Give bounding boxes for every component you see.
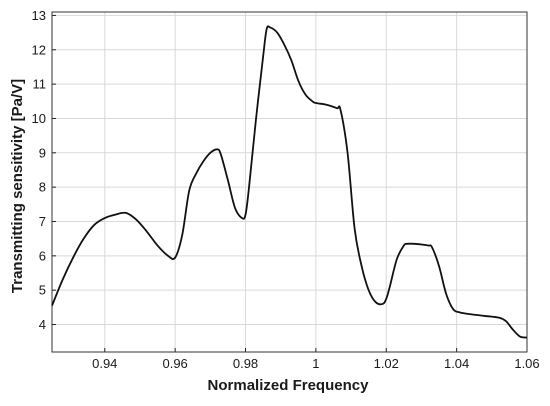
plot-area — [52, 12, 527, 352]
y-tick-label: 5 — [39, 283, 46, 298]
y-tick-label: 7 — [39, 214, 46, 229]
y-tick-label: 4 — [39, 317, 46, 332]
y-tick-label: 13 — [32, 8, 46, 23]
x-tick-label: 1.02 — [374, 356, 399, 371]
axes-layer — [51, 11, 528, 353]
x-tick-label: 1 — [312, 356, 319, 371]
x-axis-label: Normalized Frequency — [208, 377, 370, 394]
x-tick-label: 0.98 — [233, 356, 258, 371]
y-tick-label: 9 — [39, 145, 46, 160]
y-axis-label: Transmitting sensitivity [Pa/V] — [9, 79, 26, 293]
series-line — [51, 25, 528, 339]
series-layer — [51, 25, 528, 339]
y-tick-label: 6 — [39, 248, 46, 263]
x-tick-label: 1.04 — [444, 356, 469, 371]
plot-frame — [51, 11, 528, 353]
x-tick-label: 1.06 — [514, 356, 539, 371]
ticks-layer: 0.94 0.96 0.98 1 1.02 1.04 1.06 4 5 6 7 8 9 10 11 12 13 — [32, 8, 540, 371]
y-tick-label: 11 — [33, 77, 47, 92]
x-tick-label: 0.96 — [162, 356, 187, 371]
grid-layer — [52, 12, 528, 352]
y-tick-label: 10 — [32, 111, 46, 126]
x-tick-label: 0.94 — [92, 356, 117, 371]
y-tick-label: 8 — [39, 180, 46, 195]
y-tick-label: 12 — [32, 42, 46, 57]
